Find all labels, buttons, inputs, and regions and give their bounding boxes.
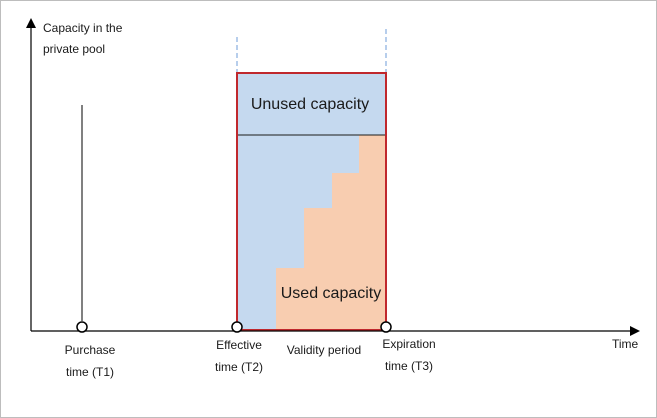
validity-box: [236, 72, 387, 331]
t3-label-line2: time (T3): [385, 359, 433, 373]
t3-marker: [380, 321, 392, 333]
y-axis-label-line1: Capacity in the: [43, 21, 123, 35]
unused-capacity-label: Unused capacity: [251, 96, 369, 113]
used-capacity-region: [276, 135, 386, 330]
used-capacity-label: Used capacity: [281, 285, 382, 302]
y-axis-label-line2: private pool: [43, 42, 105, 56]
t2-label-line1: Effective: [216, 338, 262, 352]
t2-marker: [231, 321, 243, 333]
t1-label-line2: time (T1): [66, 365, 114, 379]
t1-label-line1: Purchase: [65, 343, 116, 357]
x-axis-label: Time: [612, 337, 639, 351]
t2-label-line2: time (T2): [215, 360, 263, 374]
t1-marker: [76, 321, 88, 333]
t3-label-line1: Expiration: [382, 337, 435, 351]
validity-period-label: Validity period: [287, 343, 361, 357]
